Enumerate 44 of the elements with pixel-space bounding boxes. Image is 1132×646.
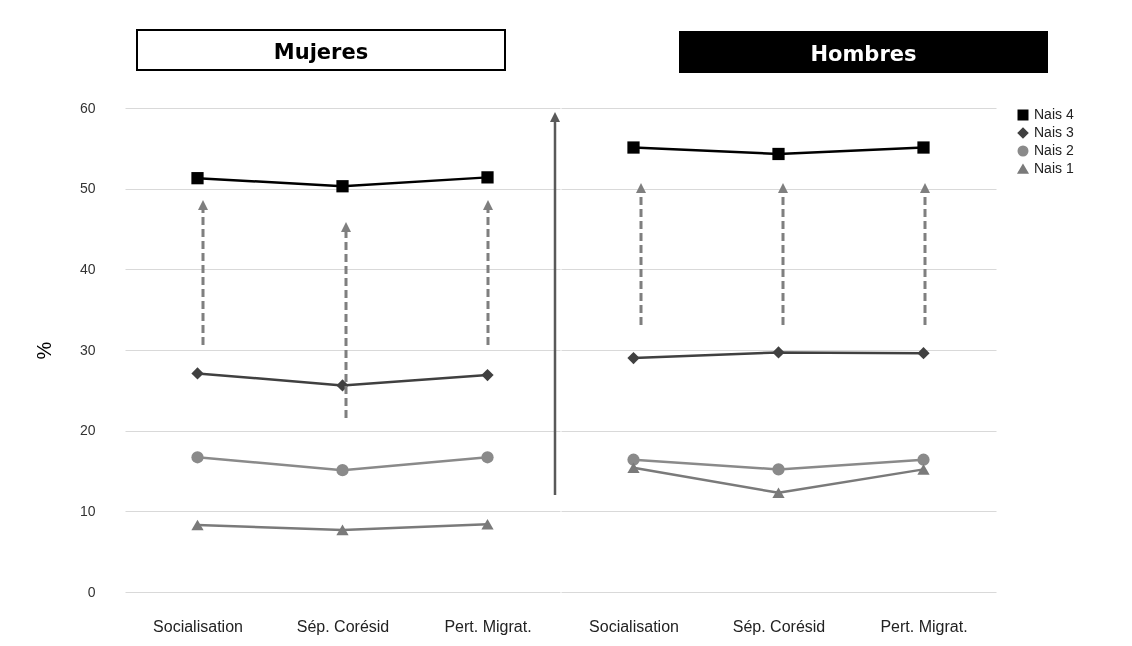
x-tick-label: Pert. Migrat. [880, 617, 968, 635]
point [917, 347, 930, 360]
y-tick-label: 10 [79, 502, 96, 519]
point [772, 463, 785, 476]
y-tick-label: 40 [79, 260, 96, 277]
point [336, 524, 349, 536]
point [627, 453, 640, 466]
x-tick-label: Pert. Migrat. [444, 617, 532, 635]
point [191, 451, 204, 464]
point [481, 451, 494, 464]
legend-label: Nais 1 [1034, 160, 1074, 176]
point [917, 453, 930, 466]
y-tick-label: 30 [79, 341, 96, 358]
point [627, 141, 640, 154]
y-tick-label: 60 [79, 99, 96, 116]
point [627, 351, 640, 365]
point [191, 519, 204, 531]
legend-label: Nais 4 [1034, 106, 1074, 122]
chart-title: Hombres [679, 31, 1048, 73]
point [481, 518, 494, 530]
legend-label: Nais 2 [1034, 142, 1074, 158]
legend-label: Nais 3 [1034, 124, 1074, 140]
point [917, 141, 930, 154]
point [917, 464, 930, 475]
x-tick-label: Sép. Corésid [732, 617, 826, 635]
point [336, 379, 349, 392]
point [772, 346, 785, 359]
y-tick-label: 50 [79, 180, 96, 197]
y-tick-label: 20 [79, 422, 96, 439]
point [336, 180, 349, 193]
point [627, 462, 640, 474]
y-tick-label: 0 [87, 583, 96, 600]
x-tick-label: Socialisation [589, 617, 679, 635]
x-tick-label: Sép. Corésid [296, 617, 390, 635]
point [481, 368, 494, 382]
point [191, 172, 204, 185]
point [481, 171, 494, 184]
chart-title: Mujeres [136, 29, 506, 71]
point [772, 487, 785, 499]
point [336, 464, 349, 477]
y-axis-title: % [32, 341, 55, 360]
point [191, 367, 204, 380]
x-tick-label: Socialisation [153, 617, 243, 635]
point [772, 147, 785, 161]
